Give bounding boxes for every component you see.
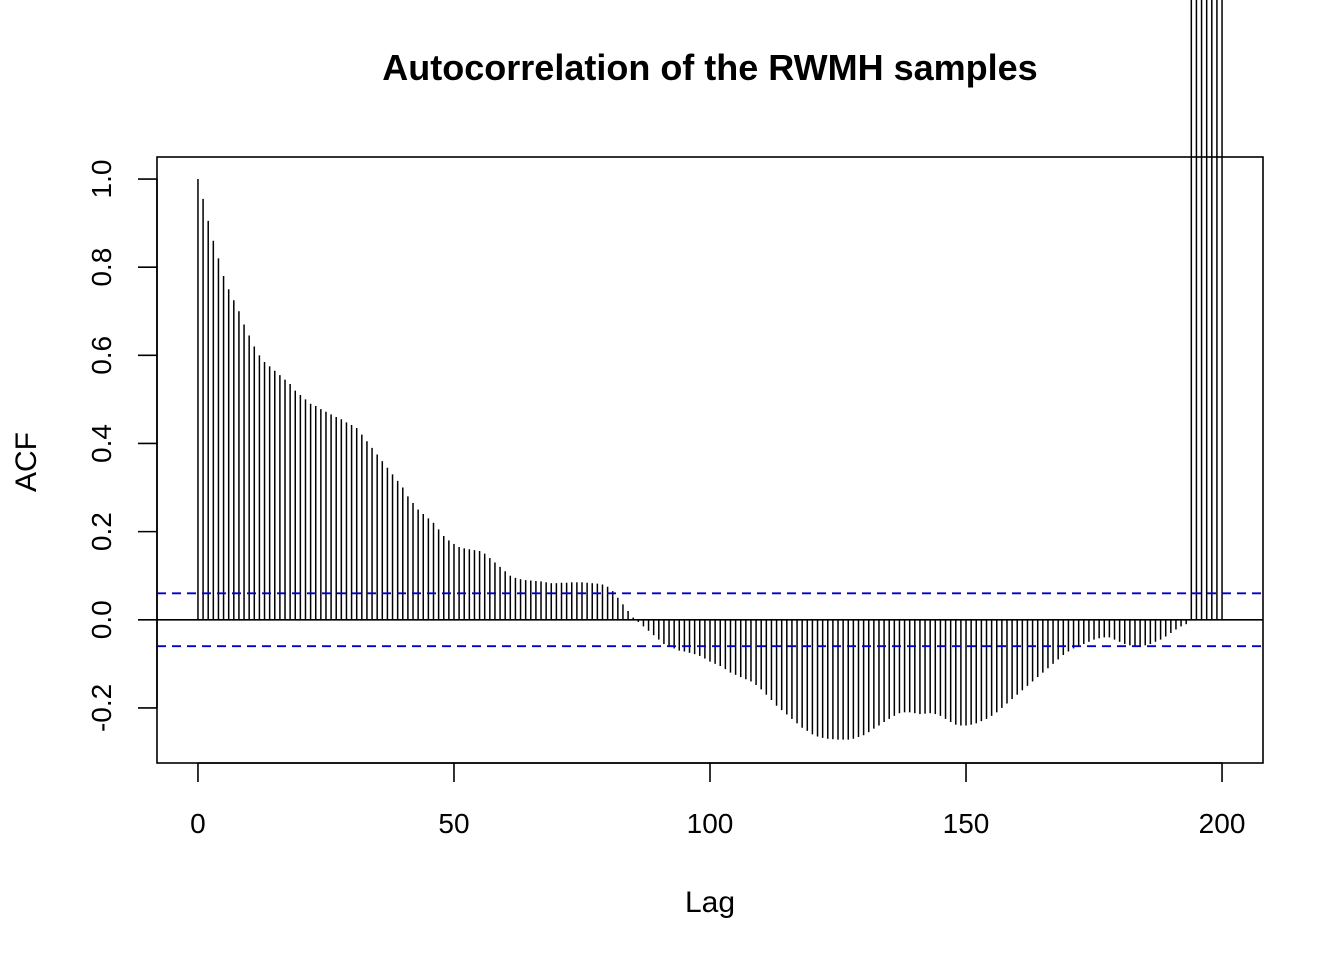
y-axis-label: ACF	[10, 432, 43, 492]
x-tick-label-100: 100	[687, 808, 734, 839]
x-tick-label-150: 150	[943, 808, 990, 839]
y-tick-label-2: 0.2	[86, 512, 117, 551]
reference-lines	[157, 592, 1263, 648]
acf-bars	[197, 0, 1223, 740]
y-tick-label-3: 0.4	[86, 424, 117, 463]
x-tick-label-200: 200	[1199, 808, 1246, 839]
chart-title: Autocorrelation of the RWMH samples	[382, 47, 1037, 88]
y-tick-label-0: -0.2	[86, 684, 117, 732]
plot-frame	[156, 156, 1264, 764]
x-tick-label-0: 0	[190, 808, 206, 839]
y-tick-label-1: 0.0	[86, 600, 117, 639]
x-axis: 0 50 100 150 200	[190, 762, 1246, 839]
x-axis-label: Lag	[685, 886, 735, 919]
x-tick-label-50: 50	[438, 808, 469, 839]
y-tick-label-6: 1.0	[86, 160, 117, 199]
y-tick-label-4: 0.6	[86, 336, 117, 375]
y-axis: -0.2 0.0 0.2 0.4 0.6 0.8 1.0	[86, 160, 158, 732]
y-tick-label-5: 0.8	[86, 248, 117, 287]
